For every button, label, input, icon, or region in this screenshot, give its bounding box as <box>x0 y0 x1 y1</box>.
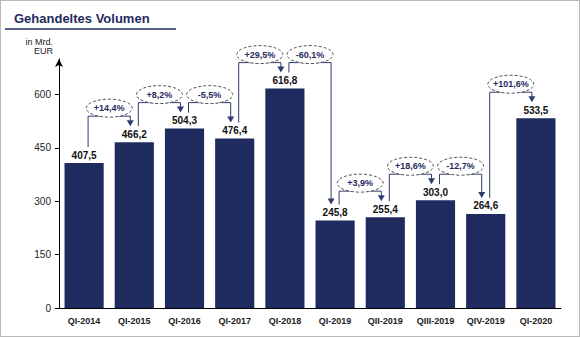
svg-text:QII-2019: QII-2019 <box>368 316 403 326</box>
svg-text:QI-2017: QI-2017 <box>218 316 251 326</box>
svg-text:+8,2%: +8,2% <box>147 90 173 100</box>
svg-text:255,4: 255,4 <box>373 204 398 215</box>
svg-text:616,8: 616,8 <box>272 75 297 86</box>
svg-text:150: 150 <box>34 249 51 260</box>
svg-text:466,2: 466,2 <box>122 129 147 140</box>
svg-text:245,8: 245,8 <box>323 207 348 218</box>
svg-text:600: 600 <box>34 89 51 100</box>
svg-text:303,0: 303,0 <box>423 187 448 198</box>
svg-text:EUR: EUR <box>34 46 54 56</box>
svg-text:+14,4%: +14,4% <box>94 103 125 113</box>
svg-text:-60,1%: -60,1% <box>296 50 325 60</box>
svg-text:QI-2014: QI-2014 <box>68 316 101 326</box>
svg-text:264,6: 264,6 <box>473 200 498 211</box>
svg-text:0: 0 <box>45 303 51 314</box>
svg-text:+29,5%: +29,5% <box>244 50 275 60</box>
svg-text:300: 300 <box>34 196 51 207</box>
svg-text:QI-2016: QI-2016 <box>168 316 201 326</box>
svg-text:QIII-2019: QIII-2019 <box>417 316 455 326</box>
svg-text:QI-2018: QI-2018 <box>269 316 302 326</box>
svg-text:QIV-2019: QIV-2019 <box>467 316 505 326</box>
svg-text:+3,9%: +3,9% <box>347 178 373 188</box>
svg-text:504,3: 504,3 <box>172 115 197 126</box>
svg-text:Gehandeltes Volumen: Gehandeltes Volumen <box>14 11 150 26</box>
svg-text:QI-2020: QI-2020 <box>520 316 553 326</box>
svg-text:-12,7%: -12,7% <box>446 161 475 171</box>
svg-text:533,5: 533,5 <box>523 105 548 116</box>
svg-text:450: 450 <box>34 142 51 153</box>
svg-text:-5,5%: -5,5% <box>198 90 222 100</box>
svg-text:+101,6%: +101,6% <box>493 79 529 89</box>
svg-text:QI-2019: QI-2019 <box>319 316 352 326</box>
svg-text:476,4: 476,4 <box>222 125 247 136</box>
svg-text:in Mrd.: in Mrd. <box>25 36 53 47</box>
svg-text:407,5: 407,5 <box>72 150 97 161</box>
svg-text:QI-2015: QI-2015 <box>118 316 151 326</box>
svg-text:+18,6%: +18,6% <box>395 161 426 171</box>
